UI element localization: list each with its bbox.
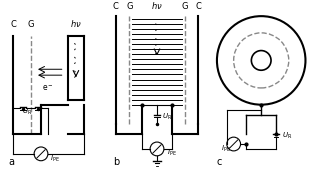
Text: C: C <box>10 20 16 29</box>
Text: C: C <box>113 2 119 11</box>
Text: $U_\mathrm{R}$: $U_\mathrm{R}$ <box>22 106 32 117</box>
Text: G: G <box>126 2 133 11</box>
Text: G: G <box>181 2 188 11</box>
Text: $U_\mathrm{R}$: $U_\mathrm{R}$ <box>282 131 292 141</box>
Text: $h\nu$: $h\nu$ <box>151 0 163 11</box>
Text: a: a <box>8 157 14 167</box>
Text: $I_\mathrm{PE}$: $I_\mathrm{PE}$ <box>50 154 60 164</box>
Text: $h\nu$: $h\nu$ <box>70 18 82 29</box>
Text: b: b <box>113 157 119 167</box>
Text: C: C <box>195 2 201 11</box>
Text: G: G <box>28 20 35 29</box>
Text: e$^-$: e$^-$ <box>42 83 54 93</box>
Text: $U_\mathrm{R}$: $U_\mathrm{R}$ <box>162 111 172 122</box>
Text: c: c <box>217 157 222 167</box>
Text: $I_\mathrm{PE}$: $I_\mathrm{PE}$ <box>221 144 231 154</box>
Text: $I_\mathrm{PE}$: $I_\mathrm{PE}$ <box>167 148 176 158</box>
